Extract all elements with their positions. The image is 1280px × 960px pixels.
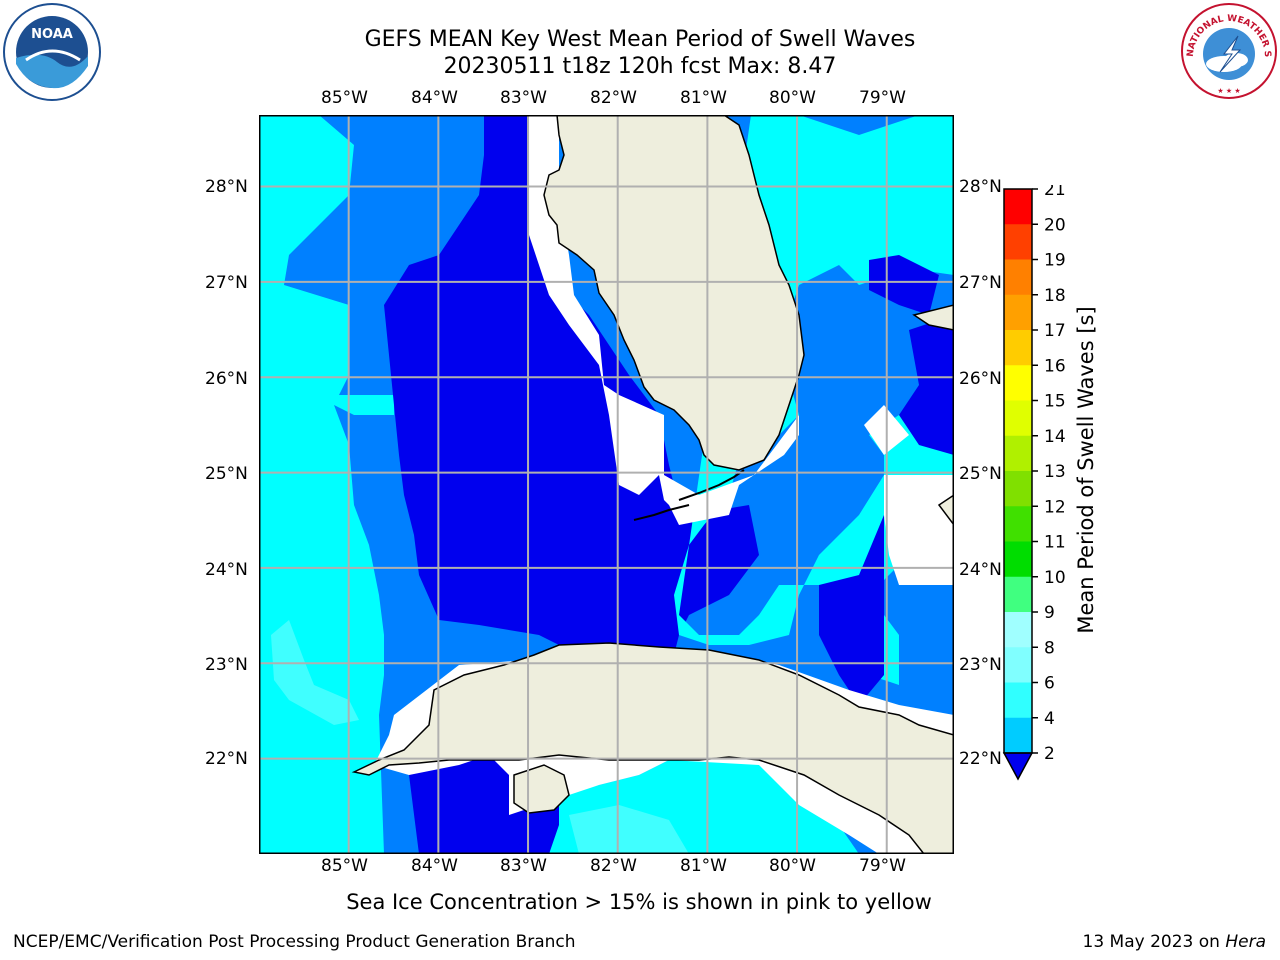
colorbar-segment — [1004, 189, 1032, 225]
lat-tick-right-28n: 28°N — [959, 177, 1002, 197]
lat-tick-left-27n: 27°N — [205, 273, 248, 293]
colorbar-segment — [1004, 330, 1032, 366]
lon-tick-bottom-80w: 80°W — [769, 856, 816, 876]
lon-tick-bottom-79w: 79°W — [859, 856, 906, 876]
colorbar-tick-label: 6 — [1044, 674, 1055, 694]
colorbar-tick-label: 8 — [1044, 638, 1055, 658]
swell-period-map — [259, 115, 954, 854]
colorbar-segment — [1004, 435, 1032, 472]
footer-date-text: 13 May 2023 on — [1082, 932, 1226, 952]
colorbar-segment — [1004, 541, 1032, 578]
sea-ice-note: Sea Ice Concentration > 15% is shown in … — [346, 890, 932, 914]
lat-tick-right-26n: 26°N — [959, 369, 1002, 389]
colorbar: 2 4 6 8 9 10 11 12 13 14 15 16 17 18 19 20 21 — [1000, 180, 1080, 785]
lat-tick-left-23n: 23°N — [205, 655, 248, 675]
colorbar-tick-label: 20 — [1044, 215, 1066, 235]
colorbar-segment — [1004, 647, 1032, 683]
lat-tick-left-22n: 22°N — [205, 749, 248, 769]
lon-tick-bottom-82w: 82°W — [590, 856, 637, 876]
florida-keys — [633, 469, 745, 521]
lon-tick-top-81w: 81°W — [680, 88, 727, 108]
footer-host: Hera — [1225, 932, 1266, 952]
colorbar-segment — [1004, 400, 1032, 437]
lon-tick-top-84w: 84°W — [411, 88, 458, 108]
lat-tick-right-24n: 24°N — [959, 560, 1002, 580]
no-data-region — [529, 115, 799, 525]
ocean-level-2-4-central — [384, 115, 759, 675]
lon-tick-top-80w: 80°W — [769, 88, 816, 108]
lat-tick-right-27n: 27°N — [959, 273, 1002, 293]
ocean-level-8-9-south — [569, 805, 689, 854]
colorbar-segment — [1004, 612, 1032, 648]
colorbar-tick-label: 4 — [1044, 709, 1055, 729]
colorbar-segment — [1004, 471, 1032, 507]
lat-tick-right-25n: 25°N — [959, 464, 1002, 484]
noaa-logo: NOAA — [2, 2, 102, 102]
lon-tick-bottom-83w: 83°W — [500, 856, 547, 876]
no-data-region-east — [884, 475, 954, 585]
colorbar-segment — [1004, 576, 1032, 613]
lon-tick-bottom-85w: 85°W — [321, 856, 368, 876]
colorbar-tick-label: 11 — [1044, 533, 1066, 553]
lon-tick-bottom-84w: 84°W — [411, 856, 458, 876]
florida-land — [543, 115, 805, 471]
colorbar-tick-label: 13 — [1044, 462, 1066, 482]
colorbar-tick-label: 14 — [1044, 427, 1066, 447]
colorbar-tick-label: 2 — [1044, 744, 1055, 764]
colorbar-segment — [1004, 717, 1032, 754]
colorbar-segment — [1004, 682, 1032, 719]
lat-tick-left-24n: 24°N — [205, 560, 248, 580]
colorbar-extend-low — [1002, 752, 1034, 781]
lon-tick-bottom-81w: 81°W — [680, 856, 727, 876]
colorbar-tick-label: 17 — [1044, 321, 1066, 341]
colorbar-tick-label: 21 — [1044, 185, 1066, 200]
colorbar-tick-label: 9 — [1044, 603, 1055, 623]
lat-tick-left-25n: 25°N — [205, 464, 248, 484]
colorbar-tick-label: 19 — [1044, 251, 1066, 271]
map-panel — [259, 115, 954, 854]
colorbar-tick-label: 15 — [1044, 392, 1066, 412]
bahamas-land-2 — [937, 494, 954, 527]
colorbar-tick-label: 18 — [1044, 286, 1066, 306]
colorbar-segment — [1004, 224, 1032, 260]
lon-tick-top-85w: 85°W — [321, 88, 368, 108]
lon-tick-top-82w: 82°W — [590, 88, 637, 108]
lat-tick-left-26n: 26°N — [205, 369, 248, 389]
lon-tick-top-79w: 79°W — [859, 88, 906, 108]
map-grid — [259, 115, 954, 854]
lat-tick-right-22n: 22°N — [959, 749, 1002, 769]
colorbar-label: Mean Period of Swell Waves [s] — [1074, 306, 1098, 634]
colorbar-tick-label: 16 — [1044, 356, 1066, 376]
colorbar-tick-label: 10 — [1044, 568, 1066, 588]
colorbar-segment — [1004, 506, 1032, 542]
nws-logo: NATIONAL WEATHER SERVICE ★ ★ ★ — [1177, 0, 1278, 100]
colorbar-segment — [1004, 294, 1032, 331]
svg-text:NOAA: NOAA — [31, 27, 73, 42]
lat-tick-right-23n: 23°N — [959, 655, 1002, 675]
colorbar-tick-label: 12 — [1044, 497, 1066, 517]
colorbar-segment — [1004, 259, 1032, 296]
footer-producer: NCEP/EMC/Verification Post Processing Pr… — [13, 932, 576, 952]
footer-date: 13 May 2023 on Hera — [1083, 932, 1267, 952]
lat-tick-left-28n: 28°N — [205, 177, 248, 197]
bahamas-land — [912, 304, 954, 331]
chart-title: GEFS MEAN Key West Mean Period of Swell … — [364, 27, 916, 52]
ocean-level-2-4-southeast — [819, 475, 884, 705]
map-frame — [259, 115, 954, 854]
lon-tick-top-83w: 83°W — [500, 88, 547, 108]
chart-subtitle: 20230511 t18z 120h fcst Max: 8.47 — [443, 54, 837, 79]
ocean-level-8-9-west — [271, 620, 359, 725]
svg-text:★ ★ ★: ★ ★ ★ — [1217, 87, 1240, 95]
ocean-level-4-6-east — [799, 305, 919, 355]
ocean-level-2-4-east2 — [899, 315, 954, 455]
colorbar-segment — [1004, 365, 1032, 401]
